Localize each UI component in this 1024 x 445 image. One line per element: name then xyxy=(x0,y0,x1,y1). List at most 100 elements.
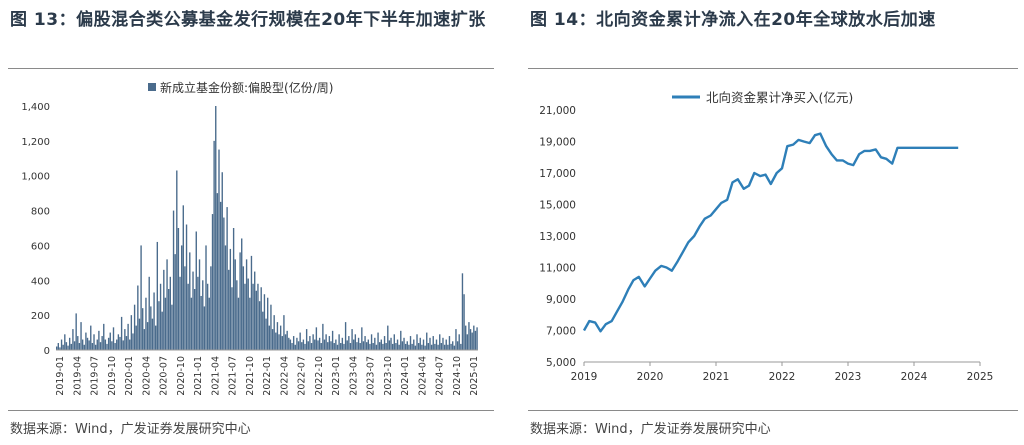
bar xyxy=(203,306,206,350)
bar xyxy=(307,341,309,350)
legend-label: 新成立基金份额:偏股型(亿份/周) xyxy=(160,80,333,95)
bar xyxy=(278,334,280,350)
bar xyxy=(111,341,113,350)
bar xyxy=(67,345,69,350)
y-tick-label: 9,000 xyxy=(546,294,576,306)
x-tick-label: 2023-10 xyxy=(383,356,394,396)
bar xyxy=(427,343,430,350)
bar xyxy=(166,259,168,350)
y-tick-label: 1,200 xyxy=(21,137,50,148)
x-tick-label: 2019-01 xyxy=(55,356,66,396)
x-tick-label: 2021-07 xyxy=(228,356,239,396)
bar xyxy=(315,327,318,350)
bar xyxy=(99,342,102,350)
bar xyxy=(447,344,449,350)
bar xyxy=(197,276,199,350)
bar xyxy=(417,343,420,350)
x-tick-label: 2023 xyxy=(835,371,862,383)
bar xyxy=(224,245,227,350)
bar xyxy=(73,341,76,350)
bar xyxy=(158,301,160,350)
bar xyxy=(193,289,196,350)
bar xyxy=(80,322,82,350)
bar xyxy=(469,329,472,350)
bar xyxy=(284,334,287,350)
bar xyxy=(338,334,340,350)
bar xyxy=(218,149,220,350)
series-line xyxy=(582,132,959,333)
bar xyxy=(142,308,144,350)
x-tick-label: 2022 xyxy=(769,371,796,383)
bar xyxy=(205,245,207,350)
bar xyxy=(356,342,358,350)
right-bottom-rule xyxy=(528,410,1018,411)
bar xyxy=(461,273,464,350)
bar xyxy=(271,329,274,350)
bar xyxy=(156,241,159,350)
bar xyxy=(107,337,110,350)
bar xyxy=(439,334,441,350)
bar xyxy=(247,278,249,350)
bar xyxy=(184,266,186,350)
bar xyxy=(437,344,439,350)
bar xyxy=(215,106,217,350)
bar xyxy=(292,336,295,350)
bar xyxy=(414,345,417,350)
y-tick-label: 11,000 xyxy=(539,263,576,275)
bar xyxy=(135,325,137,350)
x-tick-label: 2022-10 xyxy=(314,356,325,396)
bar xyxy=(138,318,141,350)
bar xyxy=(254,271,256,350)
bar xyxy=(366,342,368,350)
bar xyxy=(465,325,467,350)
left-bottom-rule xyxy=(8,410,494,411)
left-source-note: 数据来源：Wind，广发证券发展研究中心 xyxy=(10,422,251,437)
bar xyxy=(354,334,357,350)
bar xyxy=(404,343,407,350)
bar xyxy=(455,329,457,350)
legend-label: 北向资金累计净买入(亿元) xyxy=(706,90,853,105)
bar xyxy=(388,340,391,350)
bar xyxy=(361,327,363,350)
bar xyxy=(250,255,253,350)
bar xyxy=(202,280,204,350)
bar xyxy=(90,325,92,350)
bar xyxy=(369,343,371,350)
bar xyxy=(176,170,178,350)
bar xyxy=(86,337,89,350)
bar xyxy=(333,343,335,350)
bar xyxy=(140,245,142,350)
bar xyxy=(349,343,352,350)
bar xyxy=(78,343,81,350)
bar xyxy=(346,340,348,350)
bar xyxy=(391,343,394,350)
bar xyxy=(314,339,316,350)
bar xyxy=(96,339,98,350)
x-tick-label: 2025-01 xyxy=(469,356,480,396)
bar xyxy=(463,294,465,350)
bar xyxy=(322,323,324,350)
bar xyxy=(226,207,228,350)
bar xyxy=(442,337,444,350)
bar xyxy=(231,287,233,350)
bar xyxy=(153,292,155,350)
bar xyxy=(344,322,347,350)
bar xyxy=(460,343,462,350)
right-source-note: 数据来源：Wind，广发证券发展研究中心 xyxy=(530,422,771,437)
bar xyxy=(267,297,269,350)
bar xyxy=(421,344,423,350)
left-top-rule xyxy=(8,68,494,69)
y-tick-label: 600 xyxy=(31,241,50,252)
x-tick-label: 2024-01 xyxy=(400,356,411,396)
x-tick-label: 2021-01 xyxy=(193,356,204,396)
bar xyxy=(393,334,395,350)
bar xyxy=(260,287,262,350)
x-tick-label: 2025 xyxy=(967,371,994,383)
bar xyxy=(120,316,123,350)
bar xyxy=(318,337,321,350)
bar xyxy=(219,201,222,350)
bar xyxy=(81,339,84,350)
bar xyxy=(466,334,469,350)
bar xyxy=(341,337,344,350)
bar xyxy=(302,339,305,350)
